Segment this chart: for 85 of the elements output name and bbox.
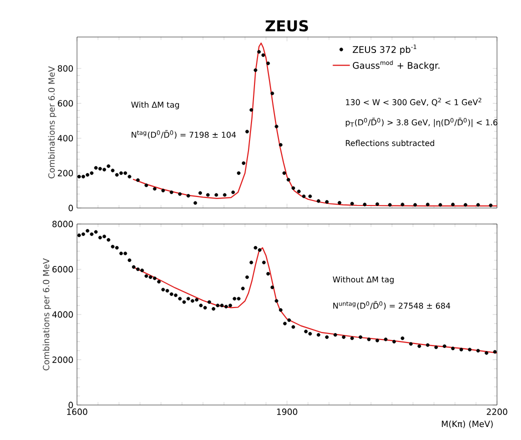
point (136, 178, 140, 182)
point (488, 204, 493, 208)
y-axis-title: Combinations per 6.0 MeV (42, 258, 51, 370)
annotation: N$^{tag}$(D$^{0}$/D̄$^{0}$) = 7198 ± 104 (132, 130, 236, 139)
point (90, 171, 94, 175)
point (110, 168, 115, 172)
x-axis-title: M(Kπ) (MeV) (442, 420, 493, 428)
y-tick-label: 2000 (52, 356, 73, 363)
point (476, 203, 480, 207)
point (186, 194, 190, 198)
point (388, 203, 392, 207)
point (82, 174, 86, 178)
point (325, 200, 329, 204)
point (308, 194, 312, 198)
point (297, 190, 301, 194)
legend-label: ZEUS 372 pb$^{-1}$ (352, 44, 416, 55)
legend-label: Gauss$^{mod}$ + Backgr. (352, 60, 440, 71)
x-tick-label: 1900 (277, 408, 298, 415)
y-tick-label: 6000 (52, 266, 73, 272)
point (245, 130, 249, 134)
point (102, 168, 106, 172)
point (261, 53, 266, 57)
point (438, 203, 442, 207)
point (152, 187, 157, 191)
point (86, 173, 90, 177)
y-tick-label: 200 (58, 170, 73, 176)
x-tick-label: 2200 (486, 408, 508, 415)
y-tick-label: 400 (58, 134, 73, 142)
point (178, 192, 182, 196)
annotation: N$^{untag}$(D$^{0}$/D̄$^{0}$) = 27548 ± 684 (333, 301, 450, 310)
y-tick-label: 8000 (52, 220, 73, 228)
point (254, 68, 258, 72)
annotation: With ΔM tag (131, 102, 179, 110)
point (170, 190, 174, 194)
point (282, 171, 286, 175)
point (292, 186, 296, 190)
point (278, 143, 282, 147)
point (257, 50, 261, 54)
point (464, 203, 468, 207)
point (274, 124, 278, 128)
point (194, 201, 198, 205)
point (115, 173, 119, 177)
point (266, 62, 270, 66)
point (124, 171, 128, 175)
point (316, 199, 320, 203)
point (242, 161, 246, 165)
point (214, 193, 218, 197)
point (250, 108, 254, 112)
x-tick-label: 1600 (67, 408, 88, 415)
annotation: 130 < W < 300 GeV, Q$^{2}$ < 1 GeV$^{2}$ (346, 98, 482, 106)
annotation: Reflections subtracted (346, 140, 434, 146)
annotation: Without ΔM tag (332, 276, 394, 284)
point (77, 174, 81, 178)
point (222, 193, 227, 197)
y-tick-label: 0 (68, 204, 73, 212)
point (426, 202, 430, 206)
y-tick-label: 4000 (52, 311, 73, 318)
point (231, 190, 235, 194)
y-axis-title: Combinations per 6.0 MeV (48, 66, 56, 178)
point (98, 166, 102, 171)
point (376, 202, 380, 206)
line-series (132, 247, 498, 354)
y-tick-label: 800 (58, 65, 73, 72)
point (206, 193, 210, 197)
point (362, 202, 367, 206)
point (94, 166, 98, 170)
point (106, 164, 110, 168)
point (161, 188, 165, 192)
point (270, 92, 274, 96)
point (451, 202, 455, 206)
y-tick-label: 600 (58, 100, 73, 107)
point (302, 194, 306, 198)
point (338, 200, 342, 205)
point (144, 184, 148, 188)
y-tick-label: 0 (68, 402, 73, 408)
point (128, 174, 132, 178)
point (236, 171, 241, 175)
point (413, 203, 417, 207)
point (350, 202, 354, 206)
point (286, 178, 290, 182)
point (119, 171, 123, 175)
chart-title: ZEUS (266, 20, 308, 32)
text: p$_{T}$(D$^{0}$/D̄$^{0}$) > 3.8 GeV, |η(D$^{0}$/D̄$^{0}$)| < 1.6 (346, 118, 498, 128)
point (198, 191, 202, 195)
point (400, 202, 404, 206)
